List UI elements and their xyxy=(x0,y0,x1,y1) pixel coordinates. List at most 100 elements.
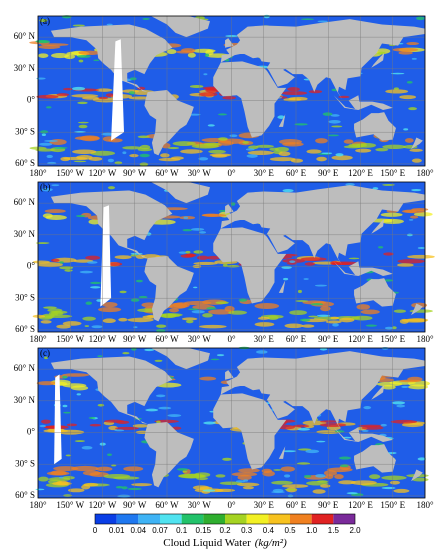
colorbar-label: 0.5 xyxy=(284,526,296,535)
lon-label: 0° xyxy=(227,500,236,510)
cloud-streak xyxy=(254,322,275,327)
cloud-speck xyxy=(384,326,394,330)
cloud-speck xyxy=(72,86,86,91)
lon-label: 150° W xyxy=(56,168,84,178)
cloud-speck xyxy=(119,290,127,294)
colorbar-label: 0.3 xyxy=(241,526,253,535)
cloud-streak xyxy=(217,140,234,146)
map-frame xyxy=(37,15,426,167)
cloud-speck xyxy=(191,310,205,314)
cloud-streak xyxy=(82,96,100,100)
cloud-speck xyxy=(372,187,379,190)
cloud-streak xyxy=(122,146,142,150)
cloud-speck xyxy=(63,494,72,497)
cloud-streak xyxy=(114,426,139,430)
cloud-speck xyxy=(135,279,143,283)
cloud-streak xyxy=(202,313,213,318)
land xyxy=(144,421,194,488)
cloud-streak xyxy=(98,96,109,100)
cloud-streak xyxy=(281,91,308,96)
cloud-streak xyxy=(83,482,99,487)
lon-label: 180° xyxy=(29,168,47,178)
cloud-streak xyxy=(282,142,304,147)
panel-label: (c) xyxy=(40,348,50,358)
cloud-speck xyxy=(40,130,49,134)
cloud-speck xyxy=(332,323,339,327)
cloud-streak xyxy=(262,470,275,477)
cloud-speck xyxy=(242,141,249,144)
land xyxy=(333,427,393,443)
cloud-streak xyxy=(105,93,115,97)
colorbar-title: Cloud Liquid Water (kg/m²) xyxy=(163,537,287,549)
lon-label: 60° E xyxy=(286,168,307,178)
lon-label: 60° W xyxy=(155,168,179,178)
cloud-speck xyxy=(401,385,409,389)
cloud-streak xyxy=(118,317,128,322)
cloud-streak xyxy=(78,50,102,56)
cloud-streak xyxy=(269,157,296,162)
cloud-streak xyxy=(168,302,188,309)
cloud-streak xyxy=(339,317,355,323)
land xyxy=(411,303,423,316)
cloud-streak xyxy=(196,255,209,260)
cloud-speck xyxy=(107,453,112,456)
lat-label: 60° N xyxy=(14,31,36,41)
cloud-speck xyxy=(107,186,116,190)
lon-label: 180° xyxy=(416,500,434,510)
cloud-speck xyxy=(156,324,167,328)
cloud-streak xyxy=(116,420,130,425)
cloud-speck xyxy=(65,454,72,457)
cloud-speck xyxy=(139,153,150,158)
cloud-speck xyxy=(130,298,140,302)
cloud-speck xyxy=(316,314,331,317)
cloud-speck xyxy=(316,480,329,483)
land xyxy=(354,444,396,473)
lon-label: 30° W xyxy=(188,334,212,344)
cloud-streak xyxy=(36,94,59,99)
cloud-streak xyxy=(289,310,308,316)
cloud-speck xyxy=(35,39,48,43)
cloud-speck xyxy=(185,250,191,254)
cloud-streak xyxy=(306,149,322,154)
cloud-streak xyxy=(102,301,118,308)
cloud-streak xyxy=(224,305,235,312)
cloud-streak xyxy=(66,423,78,427)
cloud-streak xyxy=(413,212,433,217)
cloud-streak xyxy=(399,318,409,324)
cloud-streak xyxy=(32,314,46,318)
cloud-streak xyxy=(308,90,323,94)
cloud-speck xyxy=(47,161,57,165)
cloud-speck xyxy=(76,393,81,396)
cloud-streak xyxy=(89,423,102,427)
land xyxy=(220,185,425,266)
cloud-speck xyxy=(294,123,308,126)
cloud-speck xyxy=(101,132,115,136)
cloud-speck xyxy=(91,325,103,329)
cloud-streak xyxy=(275,146,289,152)
cloud-streak xyxy=(406,42,419,46)
cloud-speck xyxy=(303,278,309,280)
cloud-streak xyxy=(284,323,304,329)
cloud-streak xyxy=(407,376,423,382)
cloud-speck xyxy=(107,158,115,163)
cloud-speck xyxy=(305,449,320,454)
lat-label: 60° N xyxy=(14,363,36,373)
lon-label: 150° E xyxy=(380,500,405,510)
cloud-streak xyxy=(215,474,226,478)
cloud-streak xyxy=(56,93,70,97)
lat-label: 0° xyxy=(27,95,36,105)
cloud-speck xyxy=(59,266,74,270)
land xyxy=(411,469,423,482)
cloud-streak xyxy=(56,324,71,329)
cloud-streak xyxy=(107,262,123,267)
cloud-streak xyxy=(325,474,334,480)
cloud-speck xyxy=(93,59,100,62)
cloud-streak xyxy=(135,254,146,259)
cloud-streak xyxy=(287,87,300,92)
cloud-streak xyxy=(181,317,198,321)
land xyxy=(50,190,173,259)
cloud-streak xyxy=(76,155,93,160)
land xyxy=(144,89,194,156)
cloud-speck xyxy=(222,457,232,461)
cloud-speck xyxy=(97,355,103,357)
